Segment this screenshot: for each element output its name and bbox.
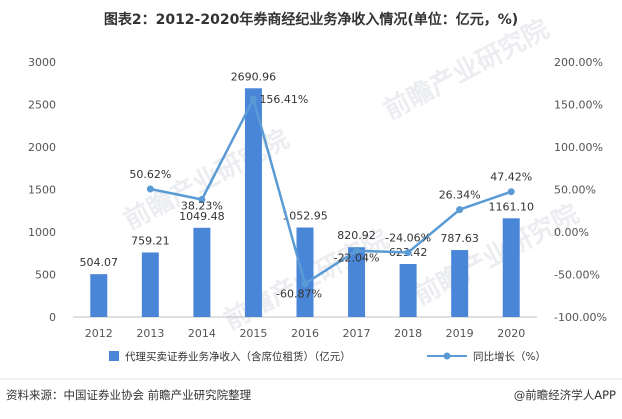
line-value-label: -24.06% xyxy=(385,231,431,244)
y-right-tick-label: 100.00% xyxy=(554,141,603,154)
line-point xyxy=(249,95,257,103)
y-left-tick-label: 500 xyxy=(35,269,56,282)
y-right-tick-label: 150.00% xyxy=(554,99,603,112)
bar-value-label: 1161.10 xyxy=(488,200,534,213)
x-tick-label: 2017 xyxy=(343,327,371,340)
y-right-tick-label: 50.00% xyxy=(554,184,596,197)
growth-line xyxy=(150,97,512,285)
watermark-text: 前瞻产业研究院 xyxy=(379,13,554,126)
x-tick-label: 2019 xyxy=(446,327,474,340)
legend-bar-label: 代理买卖证券业务净收入（含席位租赁）（亿元） xyxy=(125,350,351,363)
line-point xyxy=(301,280,309,288)
line-point xyxy=(404,248,412,256)
bar-value-label: 1049.48 xyxy=(179,210,225,223)
y-right-tick-label: -100.00% xyxy=(554,311,607,324)
x-tick-label: 2014 xyxy=(188,327,216,340)
x-tick-label: 2018 xyxy=(394,327,422,340)
y-left-tick-label: 2500 xyxy=(28,99,56,112)
y-right-tick-label: -50.00% xyxy=(554,269,600,282)
line-point xyxy=(353,247,361,255)
chart-title: 图表2：2012-2020年券商经纪业务净收入情况(单位：亿元，%) xyxy=(104,11,518,28)
bar-value-label: 787.63 xyxy=(440,232,479,245)
legend-bar-swatch xyxy=(109,351,119,361)
legend: 代理买卖证券业务净收入（含席位租赁）（亿元） 同比增长（%） xyxy=(109,350,546,363)
legend-line-marker xyxy=(443,352,451,360)
bar-value-label: 2690.96 xyxy=(231,70,277,83)
legend-line-label: 同比增长（%） xyxy=(473,350,546,363)
y-left-tick-label: 3000 xyxy=(28,56,56,69)
x-tick-label: 2016 xyxy=(291,327,319,340)
bar xyxy=(193,227,211,317)
line-value-label: 50.62% xyxy=(129,168,171,181)
line-series: 50.62% 38.23% 156.41% -60.87% -22.04% -24.06%… xyxy=(129,93,532,301)
bar-value-label: 1052.95 xyxy=(282,209,328,222)
bar xyxy=(296,227,314,317)
bar-value-label: 759.21 xyxy=(131,234,170,247)
line-value-label: 47.42% xyxy=(490,171,532,184)
bar xyxy=(244,88,262,317)
y-left-tick-label: 0 xyxy=(49,311,56,324)
line-value-label: 26.34% xyxy=(439,189,481,202)
line-point xyxy=(198,196,206,204)
bar xyxy=(348,247,366,317)
bar xyxy=(451,250,469,317)
bar xyxy=(141,252,159,317)
line-value-label: -22.04% xyxy=(334,252,380,265)
y-left-tick-label: 1500 xyxy=(28,184,56,197)
bar xyxy=(90,274,108,317)
bar xyxy=(399,264,417,317)
line-point xyxy=(456,206,464,214)
brand-label: @前瞻经济学人APP xyxy=(514,388,616,402)
y-right-tick-label: 200.00% xyxy=(554,56,603,69)
bar xyxy=(502,218,520,317)
line-value-label: 38.23% xyxy=(181,200,223,213)
y-left-tick-label: 2000 xyxy=(28,141,56,154)
bar-value-label: 504.07 xyxy=(80,256,119,269)
line-point xyxy=(507,188,515,196)
watermark-text: 前瞻产业研究院 xyxy=(409,198,584,311)
line-value-label: -60.87% xyxy=(276,288,322,301)
x-tick-label: 2020 xyxy=(497,327,525,340)
bar-series: 504.07759.211049.482690.961052.95820.926… xyxy=(80,70,534,317)
x-tick-label: 2015 xyxy=(239,327,267,340)
y-left-tick-label: 1000 xyxy=(28,226,56,239)
y-right-tick-label: 0.00% xyxy=(554,226,589,239)
line-value-label: 156.41% xyxy=(259,93,308,106)
x-tick-label: 2012 xyxy=(85,327,113,340)
bar-value-label: 820.92 xyxy=(337,229,376,242)
x-tick-label: 2013 xyxy=(136,327,164,340)
line-point xyxy=(146,185,154,193)
source-note: 资料来源：中国证券业协会 前瞻产业研究院整理 xyxy=(6,388,252,402)
